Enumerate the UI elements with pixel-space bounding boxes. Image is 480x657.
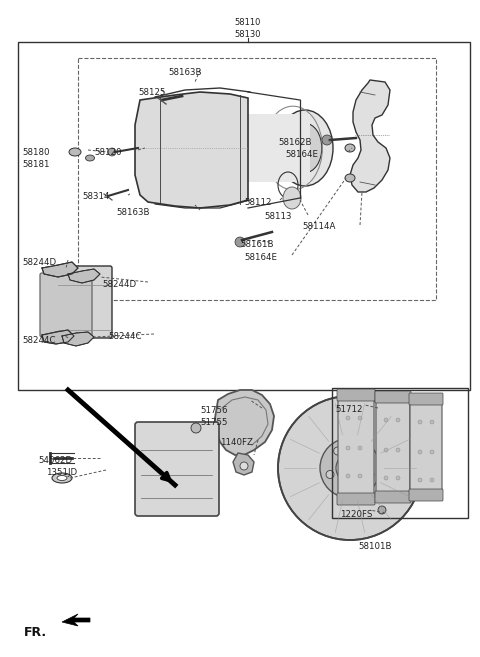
Circle shape (430, 478, 434, 482)
Circle shape (418, 420, 422, 424)
Circle shape (418, 478, 422, 482)
FancyBboxPatch shape (40, 273, 92, 337)
Circle shape (366, 470, 374, 478)
Circle shape (358, 446, 362, 450)
Text: 58110: 58110 (235, 18, 261, 27)
FancyBboxPatch shape (410, 400, 442, 494)
Text: 58164E: 58164E (244, 253, 277, 262)
Text: 51755: 51755 (200, 418, 228, 427)
FancyBboxPatch shape (375, 491, 411, 503)
Text: 58244C: 58244C (22, 336, 56, 345)
Circle shape (430, 420, 434, 424)
Text: 58162B: 58162B (278, 138, 312, 147)
Bar (220, 114, 310, 182)
Ellipse shape (85, 155, 95, 161)
Polygon shape (42, 330, 74, 344)
Ellipse shape (69, 148, 81, 156)
Ellipse shape (345, 174, 355, 182)
Polygon shape (135, 92, 248, 208)
Text: 58112: 58112 (244, 198, 272, 207)
Text: 58164E: 58164E (285, 150, 318, 159)
Circle shape (278, 396, 422, 540)
Text: FR.: FR. (24, 626, 47, 639)
Polygon shape (68, 269, 100, 283)
Circle shape (320, 438, 380, 498)
Circle shape (240, 462, 248, 470)
Ellipse shape (52, 473, 72, 483)
Bar (78, 58, 436, 300)
Circle shape (384, 448, 388, 452)
Circle shape (326, 470, 334, 478)
Polygon shape (350, 80, 390, 192)
Circle shape (336, 454, 364, 482)
FancyBboxPatch shape (337, 493, 375, 505)
Polygon shape (42, 262, 78, 277)
Polygon shape (62, 332, 94, 346)
Ellipse shape (288, 124, 322, 173)
FancyBboxPatch shape (375, 391, 411, 403)
Circle shape (108, 148, 116, 156)
Circle shape (346, 474, 350, 478)
Text: 54562D: 54562D (38, 456, 72, 465)
FancyBboxPatch shape (135, 422, 219, 516)
Polygon shape (215, 390, 274, 455)
Text: 51712: 51712 (335, 405, 362, 414)
FancyBboxPatch shape (409, 489, 443, 501)
Text: 1140FZ: 1140FZ (220, 438, 253, 447)
FancyBboxPatch shape (338, 396, 374, 498)
Text: 58180: 58180 (22, 148, 49, 157)
Ellipse shape (283, 187, 301, 209)
Bar (18, 42, 470, 390)
Ellipse shape (277, 110, 333, 186)
Text: 58244D: 58244D (102, 280, 136, 289)
Text: 58101B: 58101B (358, 542, 392, 551)
Circle shape (334, 447, 342, 455)
Circle shape (384, 476, 388, 480)
Circle shape (430, 450, 434, 454)
FancyBboxPatch shape (376, 398, 410, 496)
Circle shape (384, 418, 388, 422)
Text: 58113: 58113 (264, 212, 291, 221)
Circle shape (358, 416, 362, 420)
Circle shape (418, 450, 422, 454)
Circle shape (359, 447, 366, 455)
Text: 58120: 58120 (94, 148, 121, 157)
Ellipse shape (57, 476, 67, 480)
Circle shape (396, 418, 400, 422)
Text: 1220FS: 1220FS (340, 510, 372, 519)
Text: 58244C: 58244C (108, 332, 142, 341)
Text: 58163B: 58163B (168, 68, 202, 77)
Text: 58161B: 58161B (240, 240, 274, 249)
Text: 58244D: 58244D (22, 258, 56, 267)
Circle shape (346, 446, 350, 450)
FancyBboxPatch shape (409, 393, 443, 405)
Circle shape (396, 476, 400, 480)
Bar (332, 388, 468, 518)
Circle shape (346, 485, 354, 493)
Ellipse shape (345, 144, 355, 152)
FancyBboxPatch shape (56, 266, 112, 338)
Circle shape (396, 448, 400, 452)
Text: 58181: 58181 (22, 160, 49, 169)
FancyBboxPatch shape (337, 389, 375, 401)
Text: 58163B: 58163B (116, 208, 149, 217)
Text: 58125: 58125 (138, 88, 166, 97)
Circle shape (322, 135, 332, 145)
Circle shape (346, 416, 350, 420)
Polygon shape (62, 614, 90, 626)
Text: 58130: 58130 (235, 30, 261, 39)
Text: 58114A: 58114A (302, 222, 336, 231)
Polygon shape (233, 453, 254, 475)
Circle shape (191, 423, 201, 433)
Circle shape (358, 474, 362, 478)
Text: 1351JD: 1351JD (46, 468, 77, 477)
Circle shape (378, 506, 386, 514)
Text: 51756: 51756 (200, 406, 228, 415)
Circle shape (235, 237, 245, 247)
Text: 58314: 58314 (82, 192, 109, 201)
